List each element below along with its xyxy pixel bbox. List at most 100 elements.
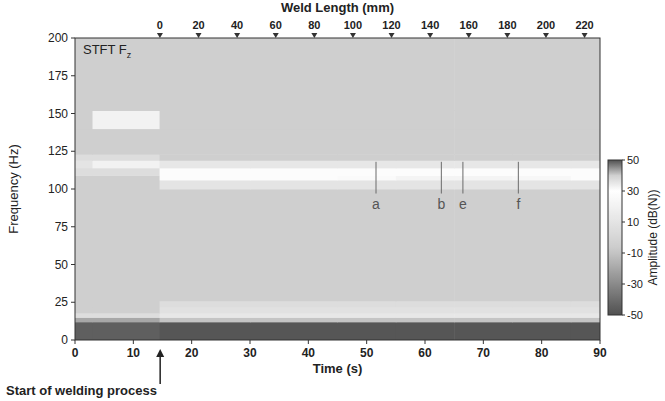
cell [571, 322, 600, 340]
cell [93, 313, 161, 318]
markers [376, 162, 518, 194]
x2-tick [389, 33, 395, 38]
cell [338, 322, 397, 340]
cell [396, 38, 455, 111]
colorbar [608, 160, 622, 315]
cell [250, 38, 338, 111]
cell [571, 313, 600, 318]
cell [93, 301, 161, 308]
y-tick-label: 125 [48, 144, 68, 158]
y-tick [71, 226, 75, 227]
cell [513, 154, 572, 161]
annotation-text: Start of welding process [6, 383, 157, 398]
colorbar-tick-label: -50 [627, 309, 643, 321]
cell [160, 154, 251, 161]
cell [396, 317, 455, 322]
x-tick [483, 340, 484, 344]
x-tick [600, 340, 601, 344]
cell [75, 317, 93, 322]
y-tick-label: 75 [55, 220, 69, 234]
cell [571, 189, 600, 301]
cell [250, 129, 338, 155]
cell [93, 154, 161, 161]
x2-tick-label: 160 [460, 19, 478, 31]
cell [160, 317, 251, 322]
cell [454, 313, 513, 318]
colorbar-tick-label: 50 [627, 154, 639, 166]
x2-tick [350, 33, 356, 38]
colorbar-tick [622, 284, 625, 285]
cell [454, 307, 513, 314]
y-tick [71, 264, 75, 265]
cell [571, 317, 600, 322]
colorbar-tick [622, 315, 625, 316]
cell [250, 180, 338, 190]
cell [338, 129, 397, 155]
x2-tick [157, 33, 163, 38]
cell [454, 301, 513, 308]
cell [338, 189, 397, 301]
marker-label: b [437, 196, 445, 212]
x2-tick-label: 0 [157, 19, 163, 31]
cell [513, 317, 572, 322]
x-tick [75, 340, 76, 344]
y-tick-label: 150 [48, 107, 68, 121]
marker-label: f [516, 196, 520, 212]
cell [338, 180, 397, 190]
cell [396, 168, 455, 176]
cell [454, 317, 513, 322]
y-tick-label: 100 [48, 182, 68, 196]
x2-tick-label: 20 [192, 19, 204, 31]
cell [513, 313, 572, 318]
annotation-arrow [159, 356, 161, 384]
x-tick-label: 0 [72, 346, 79, 360]
x-tick-label: 70 [477, 346, 491, 360]
cell [338, 175, 397, 180]
cell [93, 189, 161, 301]
x-tick-label: 40 [302, 346, 316, 360]
cell [454, 38, 513, 111]
cell [75, 129, 93, 155]
x2-tick [466, 33, 472, 38]
cell [250, 154, 338, 161]
cell [513, 38, 572, 111]
cell [513, 110, 572, 129]
cell [571, 38, 600, 111]
cell [571, 160, 600, 168]
cell [338, 154, 397, 161]
x-tick-label: 30 [243, 346, 257, 360]
x2-tick-label: 120 [382, 19, 400, 31]
y-tick [71, 75, 75, 76]
marker-line [462, 162, 463, 194]
cell [338, 307, 397, 314]
x-tick [541, 340, 542, 344]
cell [75, 110, 93, 129]
cell [250, 110, 338, 129]
y-tick [71, 151, 75, 152]
cell [338, 110, 397, 129]
colorbar-title: Amplitude (dB(N)) [646, 189, 660, 285]
colorbar-tick [622, 191, 625, 192]
x-tick-label: 60 [418, 346, 432, 360]
cell [396, 189, 455, 301]
cell [75, 313, 93, 318]
cell [250, 189, 338, 301]
cell [571, 175, 600, 180]
cell [571, 110, 600, 129]
x2-tick-label: 100 [344, 19, 362, 31]
colorbar-tick-label: -30 [627, 278, 643, 290]
cell [75, 154, 93, 161]
cell [160, 175, 251, 180]
cell [75, 322, 93, 340]
cell [160, 38, 251, 111]
cell [454, 322, 513, 340]
cell [93, 110, 161, 129]
x2-tick [311, 33, 317, 38]
cell [513, 307, 572, 314]
cell [571, 307, 600, 314]
cell [338, 168, 397, 176]
cell [250, 160, 338, 168]
y-tick [71, 113, 75, 114]
cell [75, 168, 93, 176]
x-tick-label: 10 [127, 346, 141, 360]
